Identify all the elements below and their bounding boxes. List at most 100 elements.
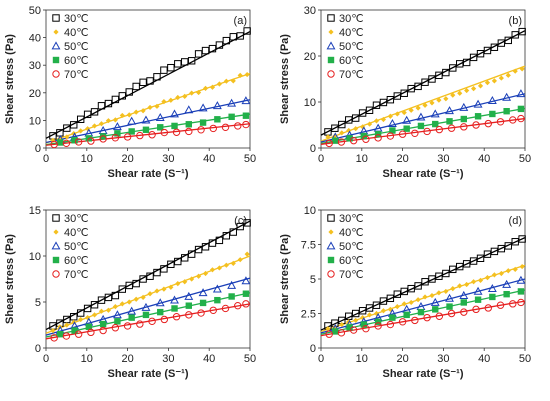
- series-40c-point: [154, 288, 160, 294]
- x-tick-label: 50: [519, 153, 531, 165]
- series-40c-point: [436, 97, 442, 103]
- series-30c-point: [132, 279, 140, 288]
- series-40c-point: [244, 71, 250, 78]
- series-40c-point: [498, 270, 504, 277]
- series-30c-point: [504, 36, 512, 45]
- chart-panel-a: 0 10 20 30 40 50 0 10 20 30 40 50 Shear rate (S⁻¹) Sh…: [0, 0, 275, 200]
- y-tick-label: 10: [304, 97, 316, 109]
- series-70c-point: [209, 124, 217, 133]
- series-50c-point: [516, 275, 526, 284]
- series-40c-point: [244, 251, 250, 257]
- series-60c-point: [489, 110, 496, 118]
- series-30c-point: [449, 265, 457, 274]
- series-30c-point: [407, 84, 415, 93]
- series-40c-point: [443, 288, 449, 295]
- series-30c-points: [49, 27, 251, 140]
- series-40c-point: [408, 299, 414, 306]
- series-50c-point: [487, 95, 497, 104]
- series-60c-point: [85, 323, 93, 331]
- series-70c-point: [148, 131, 156, 139]
- series-40c-point: [189, 90, 195, 96]
- y-tick-label: 0: [35, 343, 41, 355]
- series-70c-point: [242, 120, 250, 129]
- legend-marker: [327, 256, 335, 264]
- series-40c-point: [491, 272, 497, 278]
- x-tick-label: 20: [121, 353, 133, 365]
- chart-d-svg: 0 10 20 30 40 50 0 2.5 5 7.5 10 Shear rate (S⁻¹) She…: [279, 205, 531, 380]
- series-60c-point: [332, 137, 339, 144]
- series-70c-point: [242, 300, 250, 308]
- series-60c-points: [57, 290, 250, 338]
- series-60c-point: [403, 311, 410, 319]
- x-tick-label: 0: [318, 153, 324, 165]
- series-70c-point: [435, 125, 444, 134]
- series-70c-point: [74, 330, 83, 338]
- series-30c-point: [160, 66, 168, 74]
- series-70c-point: [362, 324, 370, 333]
- series-70c-point: [74, 138, 83, 146]
- series-30c-point: [351, 309, 360, 318]
- x-tick-label: 0: [43, 153, 49, 165]
- legend-label: 30℃: [64, 13, 89, 25]
- series-60c-point: [228, 113, 235, 121]
- series-40c-point: [182, 93, 188, 99]
- legend-marker: [327, 14, 335, 22]
- series-70c-point: [325, 330, 333, 338]
- series-30c-point: [421, 278, 429, 286]
- series-30c-point: [243, 219, 251, 227]
- series-30c-point: [379, 98, 388, 107]
- series-60c-point: [214, 116, 221, 123]
- y-tick-label: 2.5: [301, 309, 316, 321]
- series-70c-point: [172, 313, 181, 321]
- legend: 30℃ 40℃ 50℃ 60℃ 70℃: [326, 213, 364, 281]
- series-30c-point: [497, 244, 506, 253]
- series-60c-point: [99, 133, 107, 140]
- series-60c-point: [403, 125, 410, 132]
- legend-label: 70℃: [339, 269, 364, 281]
- series-30c-point: [70, 121, 78, 129]
- series-30c-point: [222, 232, 231, 240]
- series-40c-point: [457, 283, 463, 289]
- series-40c-point: [505, 268, 511, 274]
- legend: 30℃ 40℃ 50℃ 60℃ 70℃: [51, 13, 89, 81]
- series-30c-point: [393, 290, 401, 298]
- series-40c-point: [470, 279, 477, 285]
- series-70c-point: [136, 320, 144, 328]
- legend-marker: [326, 41, 336, 50]
- series-70c-point: [398, 130, 407, 138]
- series-60c-point: [446, 303, 453, 310]
- series-70c-point: [349, 136, 358, 145]
- series-30c-point: [76, 309, 85, 317]
- series-60c-point: [389, 314, 396, 321]
- series-30c-point: [497, 39, 506, 47]
- series-30c-point: [181, 58, 189, 66]
- series-30c-point: [483, 46, 492, 55]
- y-tick-label: 7.5: [301, 240, 316, 252]
- legend-marker: [52, 214, 60, 222]
- series-30c-point: [104, 293, 113, 302]
- series-30c-point: [229, 228, 237, 236]
- series-60c-point: [71, 327, 78, 334]
- series-30c-point: [365, 304, 374, 312]
- series-30c-point: [139, 78, 147, 87]
- series-40c-point: [450, 92, 456, 98]
- series-30c-point: [187, 57, 196, 65]
- plot-frame-a: [45, 9, 251, 149]
- series-40c-point: [436, 290, 442, 296]
- x-tick-label: 30: [437, 153, 449, 165]
- series-30c-point: [90, 301, 99, 309]
- series-30c-point: [146, 77, 154, 85]
- series-30c-point: [187, 250, 196, 258]
- legend-label: 70℃: [64, 69, 89, 81]
- series-70c-point: [172, 128, 181, 136]
- x-axis-title: Shear rate (S⁻¹): [108, 368, 189, 380]
- series-30c-point: [76, 115, 85, 123]
- chart-panel-c: 0 10 20 30 40 50 0 5 10 15 Shear rate (S⁻¹) Shear s…: [0, 200, 275, 400]
- series-30c-point: [83, 304, 92, 313]
- y-tick-label: 0: [310, 343, 316, 355]
- series-40c-point: [464, 281, 470, 288]
- series-30c-point: [90, 108, 99, 116]
- y-axis-title: Shear stress (Pa): [279, 34, 291, 124]
- series-70c-point: [435, 312, 444, 320]
- y-tick-label: 40: [29, 33, 41, 45]
